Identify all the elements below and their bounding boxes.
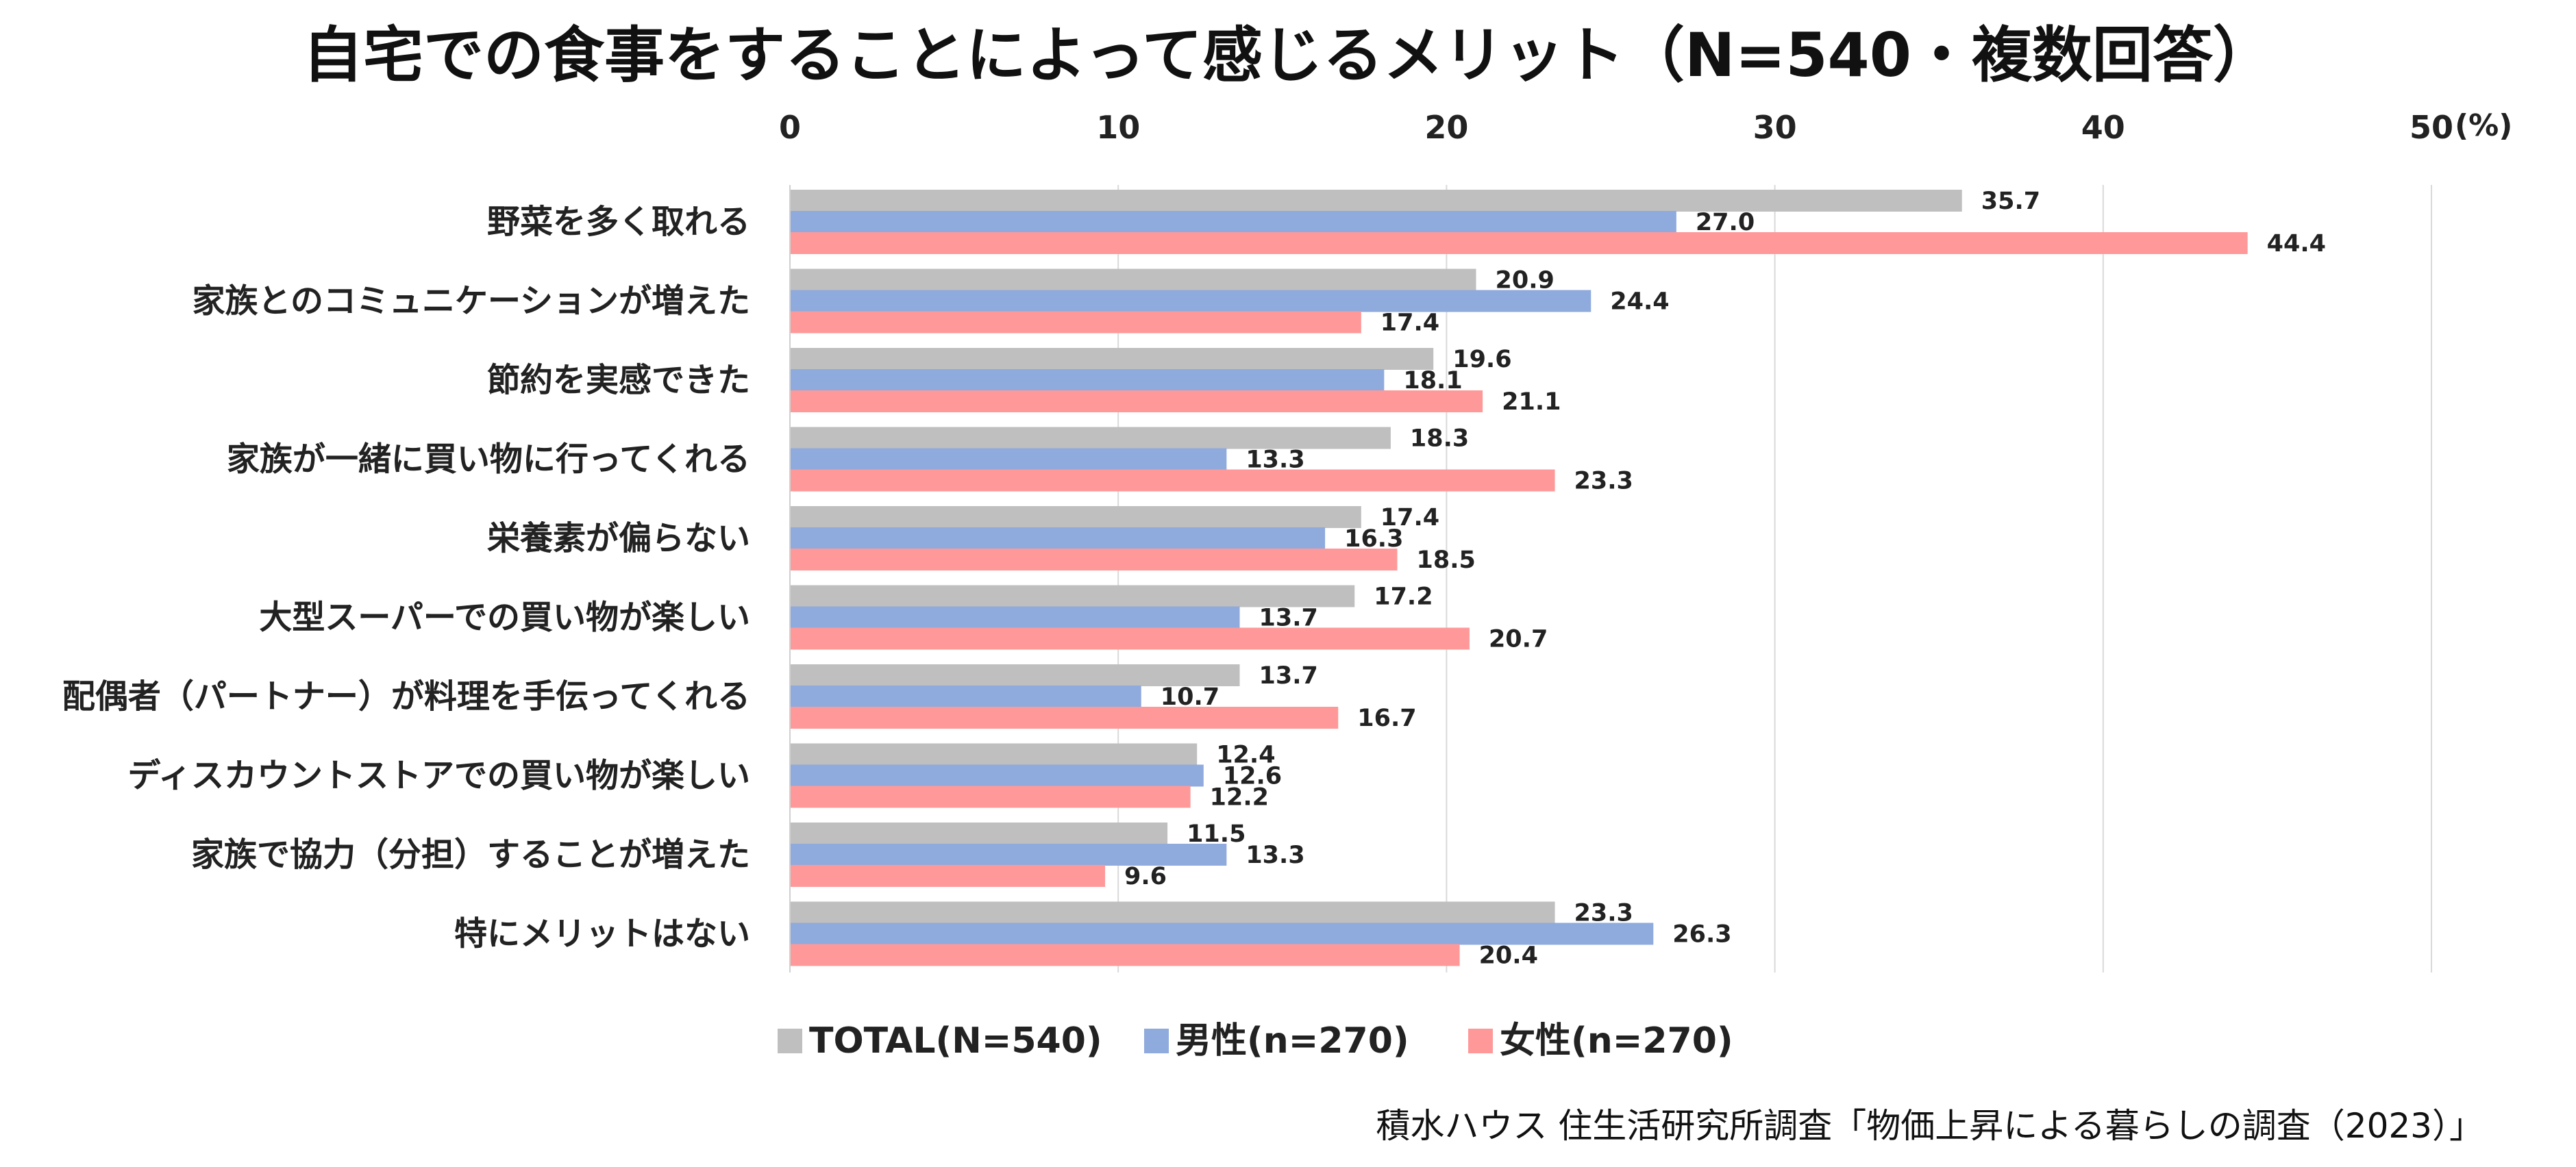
category-label: 配偶者（パートナー）が料理を手伝ってくれる bbox=[62, 677, 750, 716]
data-label: 13.3 bbox=[1246, 842, 1304, 869]
bar bbox=[790, 944, 1460, 966]
x-tick-label: 50 bbox=[2410, 109, 2453, 146]
bar bbox=[790, 844, 1227, 866]
category-label: 家族が一緒に買い物に行ってくれる bbox=[227, 440, 750, 479]
data-label: 20.4 bbox=[1479, 942, 1538, 970]
bar bbox=[790, 865, 1106, 887]
bar bbox=[790, 211, 1676, 233]
category-label: 野菜を多く取れる bbox=[487, 203, 750, 241]
bar bbox=[790, 764, 1204, 787]
x-tick-label: 20 bbox=[1424, 109, 1468, 146]
bar bbox=[790, 448, 1227, 470]
bar bbox=[790, 369, 1385, 391]
legend-swatch bbox=[778, 1029, 802, 1053]
legend: TOTAL(N=540) 男性(n=270) 女性(n=270) bbox=[778, 1020, 1733, 1062]
x-tick-label: 30 bbox=[1753, 109, 1797, 146]
data-label: 17.4 bbox=[1380, 310, 1439, 337]
category-label: 大型スーパーでの買い物が楽しい bbox=[259, 599, 750, 637]
bar bbox=[790, 707, 1339, 729]
legend-label: 女性(n=270) bbox=[1500, 1020, 1733, 1062]
bar bbox=[790, 585, 1355, 607]
data-label: 44.4 bbox=[2267, 230, 2326, 258]
bar bbox=[790, 686, 1141, 707]
data-label: 18.5 bbox=[1417, 547, 1476, 574]
legend-label: TOTAL(N=540) bbox=[809, 1020, 1102, 1062]
category-label: 家族とのコミュニケーションが増えた bbox=[192, 282, 750, 321]
data-label: 17.4 bbox=[1380, 504, 1439, 531]
data-label: 20.7 bbox=[1489, 626, 1548, 653]
legend-swatch bbox=[1468, 1029, 1493, 1053]
data-label: 13.7 bbox=[1259, 605, 1318, 632]
data-label: 18.1 bbox=[1403, 367, 1462, 394]
category-label: 節約を実感できた bbox=[487, 361, 750, 399]
bar bbox=[790, 290, 1592, 312]
bar bbox=[790, 232, 2248, 254]
x-tick-label: 0 bbox=[779, 109, 801, 146]
data-labels: 35.7 27.0 44.4 20.9 24.4 17.4 19.618.1 21.1 18.3… bbox=[1124, 188, 2326, 970]
data-label: 16.3 bbox=[1344, 525, 1403, 553]
bar bbox=[790, 268, 1476, 291]
bar bbox=[790, 190, 1962, 212]
data-label: 21.1 bbox=[1502, 388, 1561, 416]
bar bbox=[790, 390, 1483, 412]
data-label: 13.7 bbox=[1259, 662, 1318, 690]
data-label: 13.3 bbox=[1246, 447, 1304, 474]
x-tick-label: 40 bbox=[2081, 109, 2125, 146]
bar bbox=[790, 469, 1555, 492]
legend-swatch bbox=[1144, 1029, 1169, 1053]
data-label: 17.2 bbox=[1374, 584, 1433, 611]
category-label: 栄養素が偏らない bbox=[487, 519, 750, 557]
x-axis-ticks: 0 10 20 30 40 50 bbox=[779, 109, 2453, 146]
bar bbox=[790, 606, 1240, 629]
data-label: 16.7 bbox=[1357, 705, 1416, 732]
data-label: 12.2 bbox=[1210, 784, 1269, 812]
bar bbox=[790, 823, 1168, 844]
data-label: 26.3 bbox=[1672, 921, 1731, 949]
bar bbox=[790, 786, 1191, 808]
bar bbox=[790, 506, 1361, 528]
data-label: 11.5 bbox=[1187, 820, 1246, 848]
bar bbox=[790, 311, 1361, 334]
bar bbox=[790, 427, 1391, 449]
bar bbox=[790, 923, 1654, 945]
bar bbox=[790, 348, 1434, 370]
source-note: 積水ハウス 住生活研究所調査「物価上昇による暮らしの調査（2023）」 bbox=[1376, 1106, 2484, 1146]
data-label: 19.6 bbox=[1452, 346, 1511, 373]
category-label: 家族で協力（分担）することが増えた bbox=[191, 836, 750, 874]
data-label: 23.3 bbox=[1574, 468, 1633, 495]
unit-label: (%) bbox=[2455, 108, 2512, 143]
data-label: 35.7 bbox=[1981, 188, 2040, 215]
bar bbox=[790, 549, 1398, 570]
data-label: 9.6 bbox=[1124, 863, 1167, 890]
data-label: 12.4 bbox=[1216, 742, 1275, 769]
data-label: 20.9 bbox=[1496, 267, 1555, 294]
bar bbox=[790, 664, 1240, 686]
bar bbox=[790, 901, 1555, 924]
bar bbox=[790, 627, 1470, 650]
data-label: 24.4 bbox=[1610, 288, 1669, 316]
category-label: 特にメリットはない bbox=[454, 915, 750, 953]
chart-title: 自宅での食事をすることによって感じるメリット（N=540・複数回答） bbox=[302, 20, 2274, 90]
legend-label: 男性(n=270) bbox=[1176, 1020, 1409, 1062]
bar bbox=[790, 743, 1198, 766]
data-label: 18.3 bbox=[1410, 425, 1469, 453]
category-labels: 野菜を多く取れる家族とのコミュニケーションが増えた節約を実感できた家族が一緒に買… bbox=[62, 203, 750, 953]
data-label: 12.6 bbox=[1223, 763, 1282, 790]
bar bbox=[790, 527, 1326, 549]
category-label: ディスカウントストアでの買い物が楽しい bbox=[127, 757, 750, 795]
x-tick-label: 10 bbox=[1096, 109, 1140, 146]
bars bbox=[790, 190, 2248, 966]
data-label: 10.7 bbox=[1161, 683, 1219, 711]
data-label: 27.0 bbox=[1696, 209, 1755, 236]
data-label: 23.3 bbox=[1574, 900, 1633, 927]
